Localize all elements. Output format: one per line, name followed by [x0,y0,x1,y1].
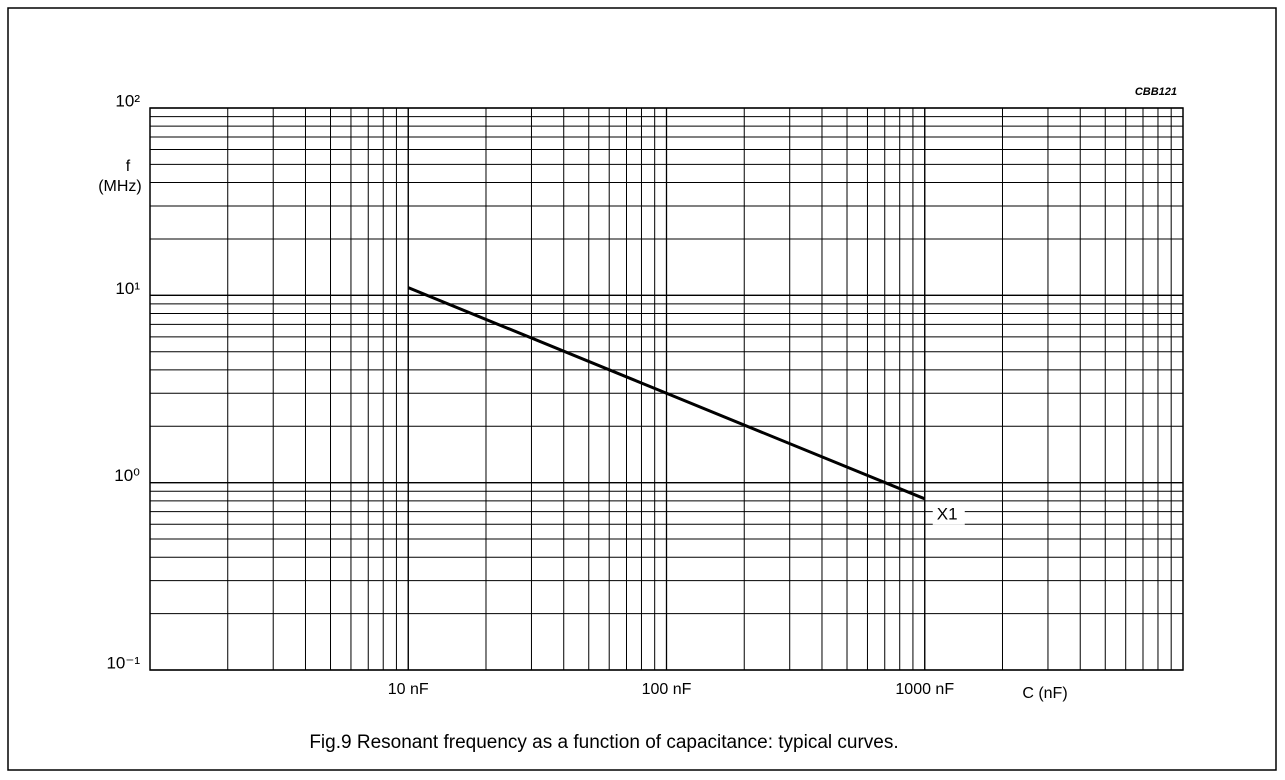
y-tick-label: 10⁻¹ [106,653,140,672]
y-tick-label: 10⁰ [114,466,140,485]
frame [7,7,1277,771]
line-series [407,286,926,501]
figure-code: CBB121 [1135,86,1177,98]
y-tick-label: 10¹ [115,279,140,298]
chart-title: Fig.9 Resonant frequency as a function o… [309,732,898,753]
y-axis-label: f [126,158,131,175]
y-tick-label: 10² [115,91,140,110]
plot-border [149,107,1184,671]
label-bg [932,502,965,525]
x-tick-label: 100 nF [642,681,692,698]
x-tick-label: 1000 nF [895,681,954,698]
x-tick-label: 10 nF [388,681,429,698]
y-axis-label: (MHz) [98,178,142,195]
series-label: X1 [937,504,958,523]
x-axis-label: C (nF) [1022,685,1067,702]
